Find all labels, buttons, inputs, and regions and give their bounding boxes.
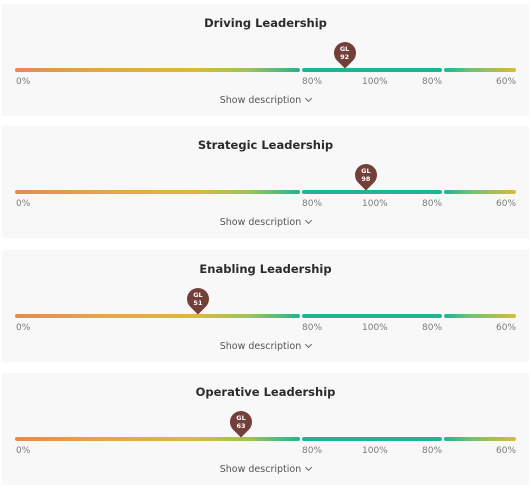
tick-label: 60% (496, 77, 517, 87)
tick-label: 80% (302, 323, 323, 333)
tick-label: 100% (362, 199, 388, 209)
tick-label: 0% (16, 323, 31, 333)
tick-label: 0% (16, 199, 31, 209)
scale-bar-low (15, 68, 300, 72)
tick-label: 0% (16, 446, 31, 456)
tick-label: 80% (422, 446, 443, 456)
scale-bar-optimal (302, 314, 442, 318)
show-description-label: Show description (219, 341, 302, 352)
tick-label: 80% (302, 199, 323, 209)
marker-value: 98 (361, 175, 371, 183)
tick-label: 100% (362, 77, 388, 87)
scale-bar-high (444, 68, 516, 72)
card-enabling-leadership: Enabling Leadership GL 51 0% 80% 100% 80… (2, 250, 529, 362)
marker-label: GL (236, 414, 246, 422)
tick-label: 80% (302, 77, 323, 87)
chevron-down-icon (305, 216, 313, 225)
tick-label: 60% (496, 446, 517, 456)
chevron-down-icon (305, 340, 313, 349)
scale-bar-high (444, 437, 516, 441)
tick-label: 80% (422, 199, 443, 209)
tick-label: 80% (302, 446, 323, 456)
card-title: Strategic Leadership (197, 138, 334, 152)
scale-bar-low (15, 190, 300, 194)
tick-label: 100% (362, 323, 388, 333)
scale-bar-high (444, 190, 516, 194)
scale-bar-high (444, 314, 516, 318)
card-driving-leadership: Driving Leadership GL 92 0% 80% 100% 80%… (2, 4, 529, 116)
chevron-down-icon (305, 94, 313, 103)
score-marker[interactable]: GL 98 (350, 159, 382, 191)
card-operative-leadership: Operative Leadership GL 63 0% 80% 100% 8… (2, 373, 529, 485)
marker-value: 63 (236, 422, 246, 430)
tick-label: 0% (16, 77, 31, 87)
tick-label: 80% (422, 77, 443, 87)
show-description-label: Show description (219, 217, 302, 228)
card-strategic-leadership: Strategic Leadership GL 98 0% 80% 100% 8… (2, 126, 529, 238)
card-title: Enabling Leadership (199, 262, 332, 276)
scale-bar-low (15, 314, 300, 318)
tick-label: 60% (496, 323, 517, 333)
show-description-button[interactable]: Show description (2, 216, 529, 228)
show-description-label: Show description (219, 464, 302, 475)
show-description-button[interactable]: Show description (2, 340, 529, 352)
card-title: Operative Leadership (195, 385, 336, 399)
score-marker[interactable]: GL 51 (182, 283, 214, 315)
marker-label: GL (193, 291, 203, 299)
tick-label: 60% (496, 199, 517, 209)
show-description-label: Show description (219, 95, 302, 106)
tick-label: 80% (422, 323, 443, 333)
score-marker[interactable]: GL 92 (329, 37, 361, 69)
card-title: Driving Leadership (204, 16, 327, 30)
scale-bar-low (15, 437, 300, 441)
marker-label: GL (339, 45, 350, 53)
chevron-down-icon (305, 463, 313, 472)
marker-label: GL (361, 167, 371, 175)
show-description-button[interactable]: Show description (2, 94, 529, 106)
scale-bar-optimal (302, 68, 442, 72)
marker-value: 51 (193, 299, 203, 307)
show-description-button[interactable]: Show description (2, 463, 529, 475)
scale-bar-optimal (302, 190, 442, 194)
marker-value: 92 (340, 53, 350, 61)
score-marker[interactable]: GL 63 (225, 406, 257, 438)
tick-label: 100% (362, 446, 388, 456)
scale-bar-optimal (302, 437, 442, 441)
